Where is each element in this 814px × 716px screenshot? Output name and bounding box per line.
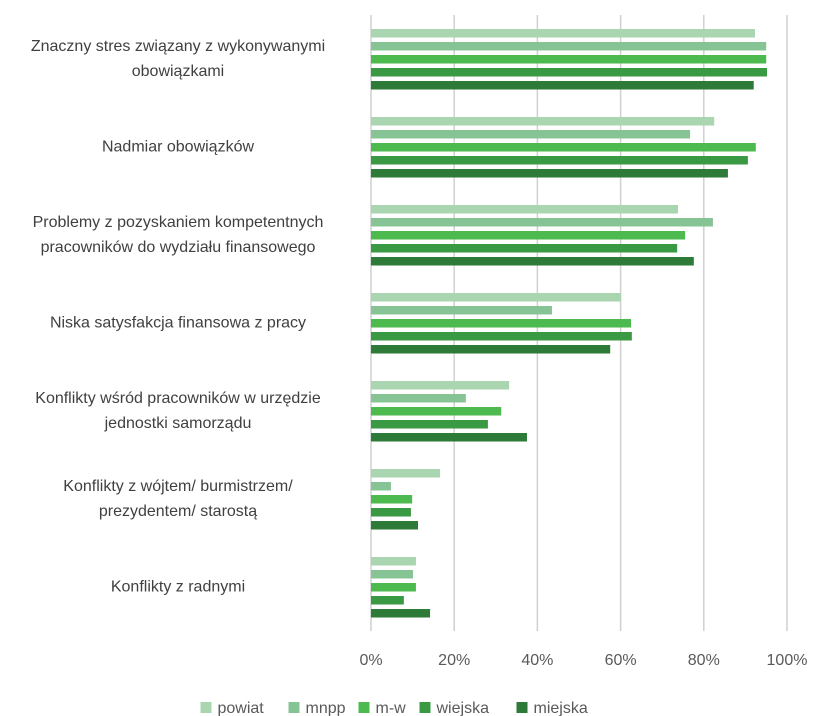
- category-label: Konflikty z radnymi: [110, 578, 246, 596]
- bar: [371, 394, 466, 403]
- bar: [371, 469, 441, 478]
- legend-label: miejska: [534, 700, 588, 716]
- x-tick-label: 80%: [688, 652, 720, 669]
- bar: [371, 169, 728, 178]
- bar: [371, 420, 488, 429]
- bar: [371, 143, 756, 152]
- bar: [371, 433, 527, 442]
- bar: [371, 293, 622, 302]
- bar: [371, 81, 754, 90]
- x-tick-label: 40%: [521, 652, 553, 669]
- legend-swatch: [200, 702, 212, 713]
- legend-label: wiejska: [436, 700, 490, 716]
- bar: [371, 482, 391, 491]
- bar: [371, 68, 768, 77]
- legend-label: mnpp: [306, 700, 346, 716]
- bar: [371, 345, 611, 354]
- bar: [371, 557, 416, 566]
- x-tick-label: 100%: [767, 652, 808, 669]
- bar: [371, 609, 431, 618]
- bar: [371, 319, 631, 328]
- category-label: Problemy z pozyskaniem kompetentnych pra…: [32, 214, 324, 256]
- bar: [371, 306, 552, 315]
- category-label: Znaczny stres związany z wykonywanymi ob…: [30, 38, 326, 80]
- legend-swatch: [358, 702, 370, 713]
- bar: [371, 156, 748, 165]
- bar: [371, 583, 416, 592]
- bar: [371, 596, 404, 605]
- bar: [371, 521, 419, 530]
- bar: [371, 332, 632, 341]
- bar: [371, 42, 767, 51]
- bar: [371, 218, 713, 227]
- category-label: Konflikty z wójtem/ burmistrzem/ prezyde…: [63, 478, 293, 520]
- bar: [371, 508, 411, 517]
- legend-swatch: [288, 702, 300, 713]
- bar: [371, 55, 767, 64]
- bar: [371, 495, 413, 504]
- category-label: Niska satysfakcja finansowa z pracy: [49, 314, 307, 332]
- x-tick-label: 20%: [438, 652, 470, 669]
- bar: [371, 130, 691, 139]
- category-label: Konflikty wśród pracowników w urzędzie j…: [35, 390, 321, 432]
- bar: [371, 117, 715, 126]
- legend-label: m-w: [376, 700, 407, 716]
- bar: [371, 231, 686, 240]
- legend-label: powiat: [218, 700, 265, 716]
- bar: [371, 244, 678, 253]
- x-tick-label: 0%: [359, 652, 382, 669]
- bar: [371, 407, 502, 416]
- bar: [371, 257, 694, 266]
- category-label: Nadmiar obowiązków: [101, 138, 255, 156]
- bar: [371, 205, 679, 214]
- x-tick-label: 60%: [605, 652, 637, 669]
- bar: [371, 381, 510, 390]
- legend-swatch: [516, 702, 528, 713]
- legend-swatch: [419, 702, 431, 713]
- bar: [371, 29, 755, 38]
- bar: [371, 570, 414, 579]
